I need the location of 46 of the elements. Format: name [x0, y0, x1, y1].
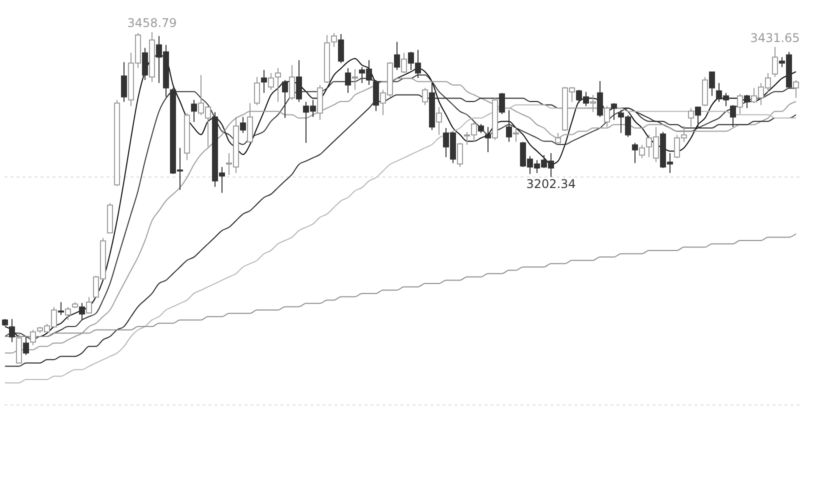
candlestick — [86, 296, 92, 314]
candlestick — [240, 116, 246, 134]
candlestick — [632, 142, 638, 164]
candlestick — [373, 79, 379, 112]
candlestick — [58, 302, 64, 316]
candlestick — [394, 41, 400, 71]
candlestick — [191, 99, 197, 123]
candlestick — [65, 306, 71, 320]
annotation: 3458.79 — [127, 16, 177, 30]
candlestick — [401, 52, 407, 74]
candlestick — [604, 106, 610, 128]
candlestick — [79, 302, 85, 320]
candlestick — [695, 106, 701, 128]
candlestick — [737, 93, 743, 115]
candlestick — [254, 76, 260, 106]
candlestick — [611, 102, 617, 121]
candlestick — [709, 72, 715, 96]
candlestick — [142, 47, 148, 80]
candlestick — [331, 32, 337, 48]
candlestick — [268, 72, 274, 90]
candlestick — [499, 92, 505, 115]
candlestick — [338, 33, 344, 64]
candlestick — [513, 127, 519, 142]
candlestick — [744, 94, 750, 109]
candlestick — [436, 106, 442, 136]
candlestick — [275, 68, 281, 102]
candlestick — [282, 79, 288, 119]
candlestick — [639, 144, 645, 159]
candlestick — [597, 80, 603, 118]
candlestick — [793, 79, 799, 98]
candlestick — [506, 110, 512, 142]
candlestick — [352, 68, 358, 90]
candlestick — [121, 62, 127, 102]
candlestick — [772, 46, 778, 78]
candlestick — [289, 64, 295, 100]
annotation: 3202.34 — [526, 176, 576, 191]
candlestick — [590, 94, 596, 113]
candlestick — [457, 142, 463, 168]
annotation: 3431.65 — [750, 30, 800, 45]
candlestick — [422, 87, 428, 106]
candlestick — [688, 108, 694, 128]
candlestick — [30, 329, 36, 346]
candlestick — [730, 104, 736, 128]
candlestick — [261, 70, 267, 94]
candlestick — [485, 126, 491, 153]
candlestick — [555, 132, 561, 144]
